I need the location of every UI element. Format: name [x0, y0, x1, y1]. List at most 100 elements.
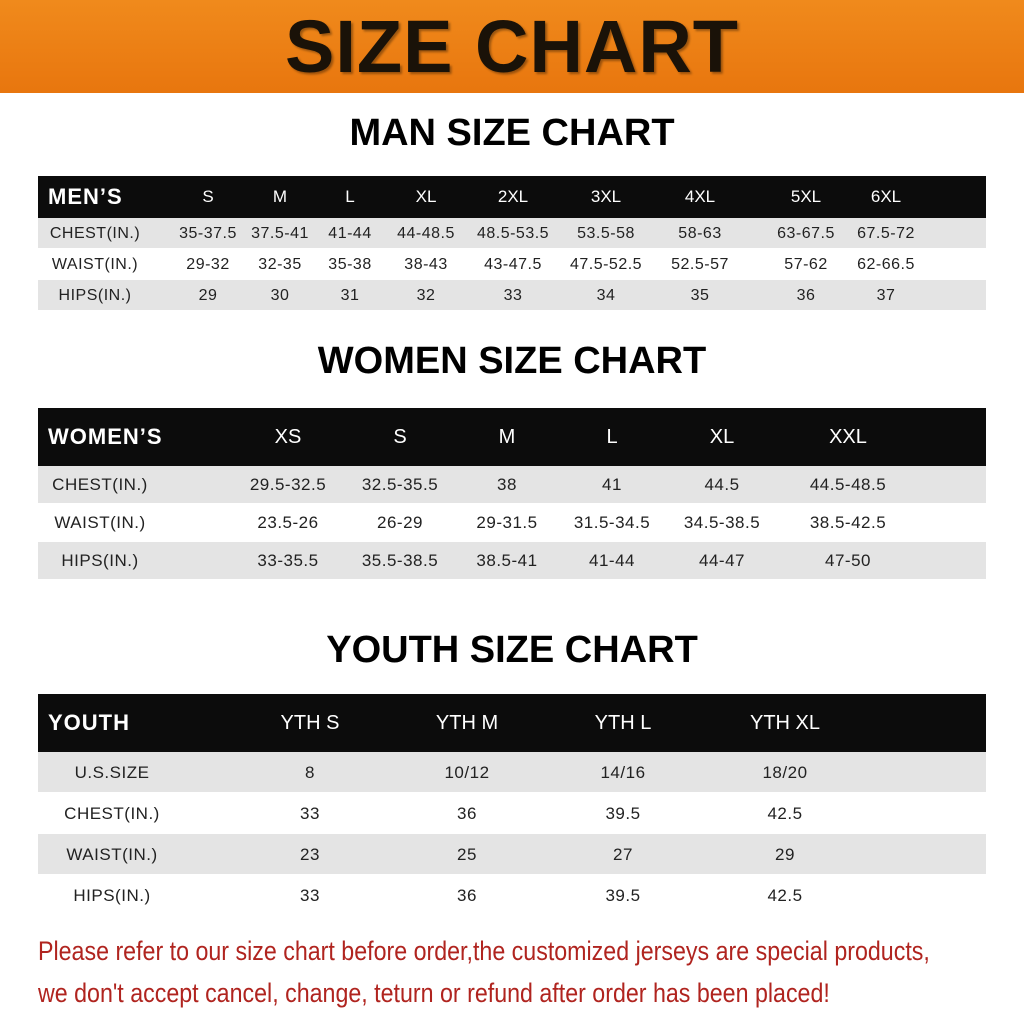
section-title: MAN SIZE CHART: [349, 112, 675, 154]
table-cell: 8: [305, 763, 315, 782]
header-cell: 5XL: [790, 187, 822, 206]
notice-line: we don't accept cancel, change, teturn o…: [38, 978, 830, 1008]
notice-line: Please refer to our size chart before or…: [38, 936, 930, 966]
table-cell: 58-63: [678, 225, 722, 242]
header-cell: 2XL: [497, 187, 529, 206]
header-cell: 6XL: [870, 187, 902, 206]
table-cell: 37.5-41: [251, 225, 309, 242]
table-cell: 34: [596, 287, 616, 304]
table-cell: 36: [457, 886, 477, 905]
row-label: HIPS(IN.): [73, 886, 151, 905]
header-cell: 3XL: [590, 187, 622, 206]
table-cell: 39.5: [605, 886, 641, 905]
table-cell: 34.5-38.5: [683, 513, 761, 532]
header-cell: YTH S: [280, 712, 340, 734]
header-label: WOMEN’S: [48, 424, 163, 449]
table-cell: 37: [876, 287, 896, 304]
header-cell: YTH L: [594, 712, 652, 734]
header-cell: S: [202, 187, 214, 206]
table-row: [38, 752, 986, 792]
table-cell: 10/12: [444, 763, 490, 782]
header-cell: S: [393, 426, 407, 448]
main-title: SIZE CHART: [285, 5, 739, 88]
table-cell: 30: [270, 287, 290, 304]
table-cell: 32-35: [258, 256, 302, 273]
table-cell: 18/20: [762, 763, 808, 782]
table-row: [38, 875, 986, 915]
table-cell: 43-47.5: [484, 256, 542, 273]
table-cell: 36: [796, 287, 816, 304]
header-cell: XL: [415, 187, 437, 206]
table-cell: 41-44: [589, 551, 635, 570]
table-cell: 29: [775, 845, 795, 864]
table-cell: 31: [340, 287, 360, 304]
table-cell: 29-31.5: [476, 513, 538, 532]
row-label: HIPS(IN.): [58, 287, 132, 304]
table-cell: 41-44: [328, 225, 372, 242]
table-cell: 29: [198, 287, 218, 304]
table-cell: 32.5-35.5: [361, 475, 439, 494]
row-label: WAIST(IN.): [54, 513, 146, 532]
table-cell: 32: [416, 287, 436, 304]
table-cell: 23.5-26: [257, 513, 319, 532]
table-cell: 25: [457, 845, 477, 864]
table-cell: 44.5: [704, 475, 740, 494]
table-cell: 62-66.5: [857, 256, 915, 273]
table-cell: 63-67.5: [777, 225, 835, 242]
table-cell: 57-62: [784, 256, 828, 273]
table-cell: 38-43: [404, 256, 448, 273]
table-cell: 35: [690, 287, 710, 304]
table-cell: 38: [497, 475, 517, 494]
table-cell: 14/16: [600, 763, 646, 782]
table-cell: 47-50: [825, 551, 871, 570]
table-cell: 35-38: [328, 256, 372, 273]
table-cell: 48.5-53.5: [476, 225, 550, 242]
table-cell: 31.5-34.5: [573, 513, 651, 532]
table-header: [38, 176, 986, 218]
table-row: [38, 466, 986, 503]
header-cell: XXL: [829, 426, 867, 448]
section-title: WOMEN SIZE CHART: [317, 340, 707, 382]
header-cell: XS: [274, 426, 302, 448]
row-label: CHEST(IN.): [64, 804, 160, 823]
table-cell: 41: [602, 475, 622, 494]
table-header: [38, 408, 986, 466]
header-label: MEN’S: [48, 184, 123, 209]
table-cell: 36: [457, 804, 477, 823]
row-label: HIPS(IN.): [61, 551, 139, 570]
table-cell: 35-37.5: [179, 225, 237, 242]
table-cell: 33: [300, 886, 320, 905]
table-row: [38, 542, 986, 579]
table-header: [38, 694, 986, 752]
table-cell: 67.5-72: [857, 225, 915, 242]
table-cell: 53.5-58: [577, 225, 635, 242]
table-cell: 26-29: [377, 513, 423, 532]
table-cell: 23: [300, 845, 320, 864]
table-cell: 29-32: [186, 256, 230, 273]
banner: [0, 0, 1024, 93]
header-cell: XL: [709, 426, 735, 448]
row-label: U.S.SIZE: [74, 763, 150, 782]
section-title: YOUTH SIZE CHART: [326, 629, 698, 671]
table-cell: 52.5-57: [671, 256, 729, 273]
row-label: WAIST(IN.): [66, 845, 158, 864]
table-cell: 35.5-38.5: [361, 551, 439, 570]
table-cell: 42.5: [767, 804, 803, 823]
header-cell: YTH M: [435, 712, 499, 734]
table-row: [38, 218, 986, 248]
table-cell: 44-47: [699, 551, 745, 570]
table-row: [38, 793, 986, 833]
table-row: [38, 834, 986, 874]
header-cell: L: [606, 426, 618, 448]
table-cell: 27: [613, 845, 633, 864]
table-cell: 33: [503, 287, 523, 304]
table-cell: 38.5-41: [476, 551, 538, 570]
table-cell: 42.5: [767, 886, 803, 905]
row-label: WAIST(IN.): [51, 256, 139, 273]
table-cell: 29.5-32.5: [249, 475, 327, 494]
header-cell: 4XL: [684, 187, 716, 206]
table-cell: 33-35.5: [257, 551, 319, 570]
table-cell: 44.5-48.5: [809, 475, 887, 494]
header-cell: M: [272, 187, 288, 206]
